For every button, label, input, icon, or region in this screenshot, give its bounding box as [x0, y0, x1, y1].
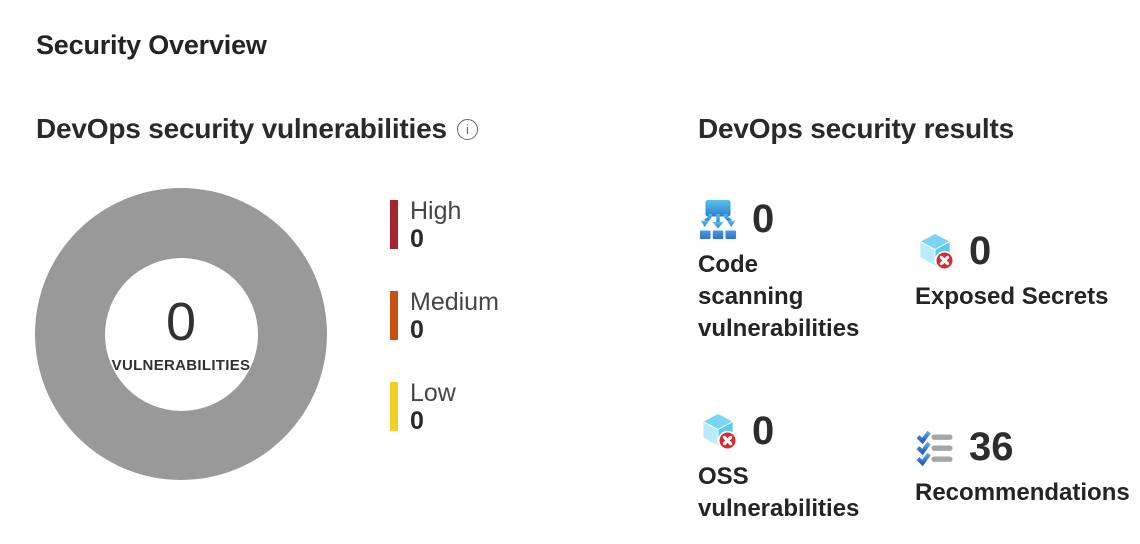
results-section-title: DevOps security results: [698, 113, 1014, 145]
info-icon[interactable]: [456, 118, 478, 140]
medium-severity-swatch: [390, 291, 398, 340]
low-severity-swatch: [390, 382, 398, 431]
code-scanning-count: 0: [752, 197, 775, 241]
code-scanning-label: Code scanning vulnerabilities: [698, 251, 860, 342]
vulnerabilities-section-title: DevOps security vulnerabilities: [36, 113, 478, 145]
exposed-secrets-count: 0: [969, 229, 992, 273]
recommendations-count: 36: [969, 425, 1014, 469]
oss-vulnerabilities-icon: [702, 413, 738, 451]
oss-vulnerabilities-count: 0: [752, 409, 775, 453]
donut-center: 0 VULNERABILITIES: [104, 257, 258, 411]
result-tile-recommendations[interactable]: 36 Recommendations: [915, 423, 1140, 509]
high-severity-swatch: [390, 200, 398, 249]
results-section-title-text: DevOps security results: [698, 113, 1014, 144]
result-tile-oss-vulnerabilities[interactable]: 0 OSS vulnerabilities: [698, 407, 915, 525]
legend-item-high[interactable]: High 0: [390, 197, 499, 253]
legend-value: 0: [410, 316, 424, 344]
result-tile-code-scanning[interactable]: 0 Code scanning vulnerabilities: [698, 195, 915, 345]
recommendations-icon: [916, 430, 953, 467]
page-title: Security Overview: [36, 30, 267, 60]
legend-item-low[interactable]: Low 0: [390, 379, 499, 435]
donut-total-value: 0: [165, 291, 197, 352]
legend-label: Medium: [410, 288, 499, 316]
code-scanning-icon: [700, 200, 736, 239]
vulnerabilities-donut-chart[interactable]: 0 VULNERABILITIES: [35, 188, 327, 480]
severity-legend: High 0 Medium 0 Low 0: [390, 197, 499, 435]
vulnerabilities-section-title-text: DevOps security vulnerabilities: [36, 113, 447, 144]
legend-label: High: [410, 197, 462, 225]
results-grid: 0 Code scanning vulnerabilities 0 Expose…: [698, 195, 1140, 525]
exposed-secrets-label: Exposed Secrets: [915, 283, 1109, 310]
legend-label: Low: [410, 379, 456, 407]
legend-item-medium[interactable]: Medium 0: [390, 288, 499, 344]
result-tile-exposed-secrets[interactable]: 0 Exposed Secrets: [915, 227, 1140, 313]
donut-total-label: VULNERABILITIES: [111, 356, 251, 374]
exposed-secrets-icon: [919, 233, 955, 271]
oss-vulnerabilities-label: OSS vulnerabilities: [698, 463, 860, 522]
legend-value: 0: [410, 225, 424, 253]
recommendations-label: Recommendations: [915, 479, 1130, 506]
legend-value: 0: [410, 407, 424, 435]
